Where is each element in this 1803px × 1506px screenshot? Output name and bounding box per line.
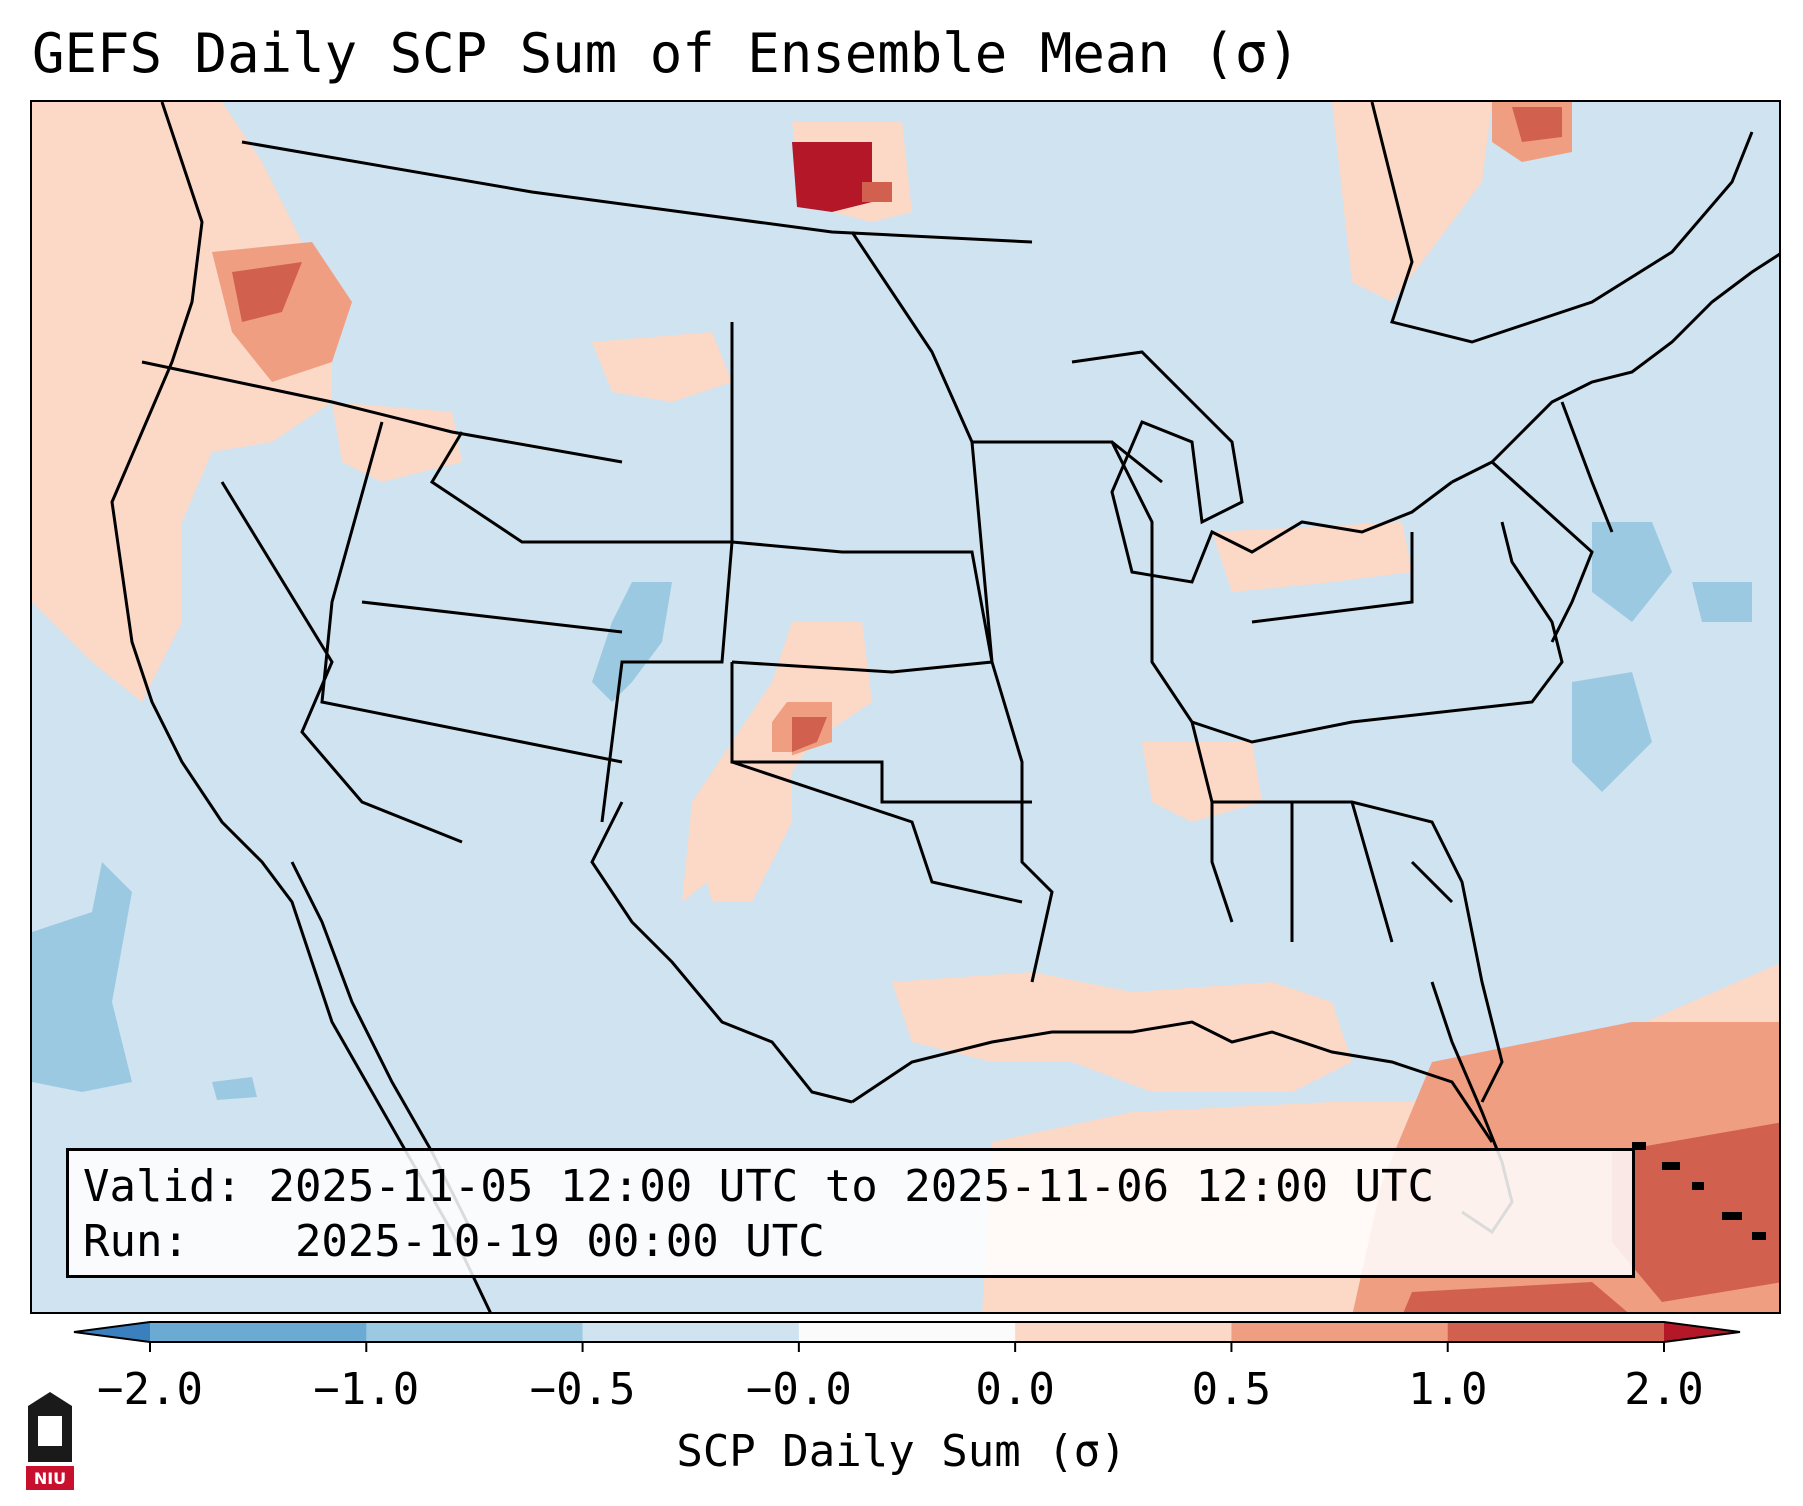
anomaly-shading — [32, 102, 1779, 1312]
canada-border — [241, 140, 1033, 244]
colorbar-tick-label: 0.0 — [975, 1364, 1055, 1415]
anomaly-pacific-neg-2 — [212, 1077, 257, 1100]
anomaly-texas-panhandle — [692, 752, 792, 902]
us-central-states — [730, 322, 1054, 983]
colorbar-segment — [798, 1322, 1016, 1342]
logo-text: NIU — [34, 1469, 66, 1488]
anomaly-idaho — [332, 402, 462, 482]
anomaly-ok-ks-core — [792, 717, 827, 752]
map-canvas — [32, 102, 1779, 1312]
anomaly-atlantic-neg-3 — [1692, 582, 1752, 622]
state-borders — [110, 102, 1779, 1312]
us-texas — [590, 760, 1023, 1104]
map-panel — [30, 100, 1781, 1314]
colorbar-tick-label: 2.0 — [1624, 1364, 1704, 1415]
anomaly-sask-edge — [862, 182, 892, 202]
colorbar-tick-label: −0.0 — [745, 1364, 852, 1415]
colorbar-tick-label: −1.0 — [313, 1364, 420, 1415]
colorbar-tick-label: −0.5 — [529, 1364, 636, 1415]
anomaly-pacific-neg — [32, 862, 132, 1092]
us-central-states-2 — [850, 231, 1234, 923]
colorbar-tick-label: 0.5 — [1191, 1364, 1272, 1415]
anomaly-ne-canada — [1332, 102, 1492, 302]
island — [1632, 1142, 1646, 1150]
valid-value: 2025-11-05 12:00 UTC to 2025-11-06 12:00… — [268, 1161, 1435, 1212]
coastline-west — [110, 102, 492, 1312]
us-west-states — [141, 360, 734, 844]
colorbar-segment — [1015, 1322, 1232, 1342]
run-value: 2025-10-19 00:00 UTC — [294, 1216, 825, 1267]
island — [1692, 1182, 1704, 1190]
colorbar-segment — [582, 1322, 800, 1342]
anomaly-colorado-neg — [592, 582, 672, 702]
colorbar-tick-label: 1.0 — [1407, 1364, 1488, 1415]
colorbar-segment — [1447, 1322, 1665, 1342]
anomaly-quebec-core — [1512, 107, 1562, 142]
us-east-states — [1191, 521, 1564, 1103]
anomaly-montana — [592, 332, 732, 402]
colorbar-outline — [73, 1321, 1741, 1343]
logo-window — [38, 1416, 62, 1446]
figure-title: GEFS Daily SCP Sum of Ensemble Mean (σ) — [32, 22, 1300, 85]
anomaly-atlantic-neg-2 — [1572, 672, 1652, 792]
anomaly-cuba — [1403, 1282, 1628, 1312]
validity-info-box: Valid: 2025-11-05 12:00 UTC to 2025-11-0… — [66, 1148, 1635, 1278]
colorbar-tick-label: −2.0 — [97, 1364, 203, 1415]
caribbean-islands — [1632, 1142, 1766, 1240]
logo-banner — [26, 1466, 74, 1490]
niu-logo: NIU — [26, 1392, 74, 1490]
anomaly-oregon-coast — [32, 362, 172, 582]
northeast — [1451, 252, 1779, 643]
anomaly-sask-core — [792, 142, 872, 212]
great-lakes — [1071, 350, 1453, 584]
anomaly-tn — [1142, 742, 1262, 822]
run-label: Run: — [83, 1216, 189, 1267]
anomaly-caribbean-core — [1612, 1122, 1779, 1302]
canada-east — [1370, 102, 1754, 344]
anomaly-ohio — [1212, 522, 1412, 592]
island — [1752, 1232, 1766, 1240]
colorbar-segment — [1231, 1322, 1449, 1342]
anomaly-wa-core — [232, 262, 302, 322]
valid-label: Valid: — [83, 1161, 242, 1212]
logo-roof — [28, 1392, 72, 1406]
colorbar-segment — [366, 1322, 584, 1342]
colorbar-extend-min — [74, 1322, 150, 1342]
gulf-coast — [851, 1020, 1494, 1143]
anomaly-atlantic-neg — [1592, 522, 1672, 622]
island — [1662, 1162, 1680, 1170]
colorbar-label: SCP Daily Sum (σ) — [676, 1426, 1127, 1477]
island — [1722, 1212, 1742, 1220]
colorbar-segment — [150, 1322, 367, 1342]
colorbar-extend-max — [1664, 1322, 1740, 1342]
